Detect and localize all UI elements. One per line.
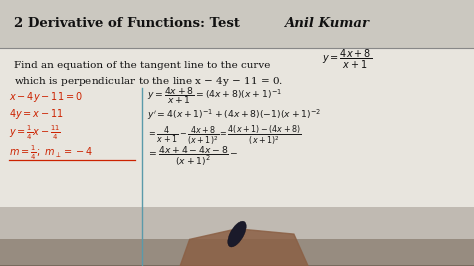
Text: $y=\dfrac{4x+8}{x+1}$: $y=\dfrac{4x+8}{x+1}$ — [322, 48, 373, 71]
Bar — [0, 265, 474, 266]
Bar — [0, 265, 474, 266]
Bar — [0, 265, 474, 266]
Bar — [0, 265, 474, 266]
Bar — [0, 265, 474, 266]
Bar — [0, 265, 474, 266]
Bar — [0, 265, 474, 266]
Text: $y=\dfrac{4x+8}{x+1}=(4x+8)(x+1)^{-1}$: $y=\dfrac{4x+8}{x+1}=(4x+8)(x+1)^{-1}$ — [147, 85, 282, 106]
Bar — [0, 265, 474, 266]
Bar — [0, 265, 474, 266]
Text: Anil Kumar: Anil Kumar — [284, 18, 369, 30]
Bar — [0, 239, 474, 266]
Bar — [0, 265, 474, 266]
Bar — [0, 0, 474, 48]
Bar — [0, 265, 474, 266]
Text: Find an equation of the tangent line to the curve: Find an equation of the tangent line to … — [14, 61, 271, 70]
Text: which is perpendicular to the line x $-$ 4y $-$ 11 = 0.: which is perpendicular to the line x $-$… — [14, 75, 283, 88]
Text: $m=\frac{1}{4};\ m_\perp=-4$: $m=\frac{1}{4};\ m_\perp=-4$ — [9, 144, 93, 162]
Bar — [0, 265, 474, 266]
Text: $y'=4(x+1)^{-1}+(4x+8)(-1)(x+1)^{-2}$: $y'=4(x+1)^{-1}+(4x+8)(-1)(x+1)^{-2}$ — [147, 108, 321, 122]
Bar — [0, 265, 474, 266]
Bar — [0, 265, 474, 266]
Text: $y=\frac{1}{4}x-\frac{11}{4}$: $y=\frac{1}{4}x-\frac{11}{4}$ — [9, 124, 62, 142]
Polygon shape — [180, 229, 308, 266]
Bar — [0, 265, 474, 266]
Bar — [0, 265, 474, 266]
Bar — [0, 265, 474, 266]
Text: $4y=x-11$: $4y=x-11$ — [9, 107, 64, 121]
Bar — [0, 265, 474, 266]
Bar — [0, 265, 474, 266]
Text: $=\dfrac{4x+4-4x-8}{(x+1)^2}-$: $=\dfrac{4x+4-4x-8}{(x+1)^2}-$ — [147, 144, 238, 168]
Bar — [0, 265, 474, 266]
Bar — [0, 265, 474, 266]
Bar — [0, 265, 474, 266]
Text: 2 Derivative of Functions: Test: 2 Derivative of Functions: Test — [14, 18, 240, 30]
Bar — [0, 265, 474, 266]
Bar — [0, 265, 474, 266]
Bar — [0, 207, 474, 266]
Bar — [0, 265, 474, 266]
Text: $=\dfrac{4}{x+1}-\dfrac{4x+8}{(x+1)^2}=\dfrac{4(x+1)-(4x+8)}{(x+1)^2}$: $=\dfrac{4}{x+1}-\dfrac{4x+8}{(x+1)^2}=\… — [147, 123, 301, 147]
Bar — [0, 265, 474, 266]
Bar — [0, 265, 474, 266]
Bar — [0, 265, 474, 266]
Bar — [0, 265, 474, 266]
Text: $x-4y-11=0$: $x-4y-11=0$ — [9, 90, 83, 104]
Bar — [0, 265, 474, 266]
Ellipse shape — [228, 221, 246, 247]
